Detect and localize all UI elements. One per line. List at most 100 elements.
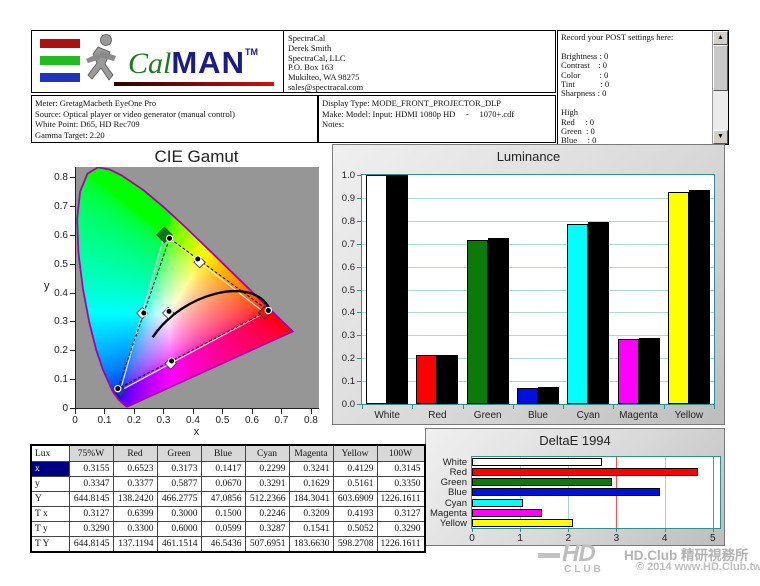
table-row-label-y[interactable]: Y <box>30 491 70 507</box>
table-cell[interactable]: 0.5052 <box>332 521 378 537</box>
gamut-y-tick-label: 0.2 <box>54 345 68 357</box>
brand-cal: Cal <box>128 47 172 80</box>
gamut-y-tick <box>70 321 75 323</box>
post-setting-line: Red : 0 <box>561 116 595 127</box>
deltae-x-tick-label: 4 <box>661 533 668 544</box>
table-cell[interactable]: 0.1541 <box>288 521 334 537</box>
table-cell[interactable]: 0.3209 <box>288 506 334 522</box>
table-col-header-lux[interactable]: Lux <box>30 444 70 462</box>
table-cell[interactable]: 47.0856 <box>200 491 246 507</box>
luminance-category-label: Blue <box>527 410 548 421</box>
table-cell[interactable]: 0.3287 <box>244 521 290 537</box>
watermark-rule <box>538 553 560 558</box>
table-cell[interactable]: 0.3290 <box>68 521 114 537</box>
post-setting-line: Blue : 0 <box>561 135 597 146</box>
table-cell[interactable]: 0.2246 <box>244 506 290 522</box>
table-cell[interactable]: 598.2708 <box>332 536 378 553</box>
table-cell[interactable]: 0.3347 <box>68 476 114 492</box>
table-col-header-red[interactable]: Red <box>112 444 158 462</box>
table-cell[interactable]: 0.0599 <box>200 521 246 537</box>
table-col-header-blue[interactable]: Blue <box>200 444 246 462</box>
luminance-target-bar-blue <box>538 387 559 404</box>
gamut-x-tick <box>133 409 135 414</box>
table-col-header-green[interactable]: Green <box>156 444 202 462</box>
post-settings-text: Record your POST settings here: Brightne… <box>561 32 709 146</box>
table-cell[interactable]: 0.1417 <box>200 461 246 477</box>
table-cell[interactable]: 644.8145 <box>68 491 114 507</box>
table-cell[interactable]: 0.1500 <box>200 506 246 522</box>
measured-point-red <box>264 306 273 315</box>
table-col-header-cyan[interactable]: Cyan <box>244 444 290 462</box>
table-cell[interactable]: 0.1629 <box>288 476 334 492</box>
table-cell[interactable]: 138.2420 <box>112 491 158 507</box>
table-cell[interactable]: 0.4193 <box>332 506 378 522</box>
table-cell[interactable]: 0.3350 <box>376 476 426 492</box>
table-row-tx: T x 0.3127 0.6399 0.3000 0.1500 0.2246 0.3209 0… <box>30 506 426 522</box>
table-cell[interactable]: 0.3127 <box>376 506 426 522</box>
display-info-text: Display Type: MODE_FRONT_PROJECTOR_DLP Ma… <box>322 98 514 130</box>
table-cell[interactable]: 46.5436 <box>200 536 246 553</box>
table-cell[interactable]: 603.6909 <box>332 491 378 507</box>
luminance-target-bar-green <box>487 238 509 404</box>
luminance-measured-bar-cyan <box>567 224 589 404</box>
table-cell[interactable]: 0.3173 <box>156 461 202 477</box>
table-cell[interactable]: 1226.1611 <box>376 536 426 553</box>
gamut-x-tick-label: 0.5 <box>215 415 230 426</box>
deltae-title: DeltaE 1994 <box>539 433 611 448</box>
table-cell[interactable]: 183.6630 <box>288 536 334 553</box>
table-col-header-100w[interactable]: 100W <box>376 444 426 462</box>
table-cell[interactable]: 0.4129 <box>332 461 378 477</box>
table-cell[interactable]: 0.3377 <box>112 476 158 492</box>
table-cell[interactable]: 0.3291 <box>244 476 290 492</box>
measured-point-yellow <box>194 255 202 263</box>
cie-gamut-chart: CIE Gamut y x 0 0.1 0.2 0.3 0.4 0.5 0.6 0.7 0.8 0… <box>30 147 326 442</box>
deltae-x-tick-label: 1 <box>517 533 523 544</box>
luminance-measured-bar-green <box>466 240 488 404</box>
table-cell[interactable]: 0.3241 <box>288 461 334 477</box>
table-row-label-x[interactable]: x <box>30 461 70 477</box>
hdclub-watermark: HD CLUB HD.Club 精研視務所 © 2014 www.HD.Club… <box>538 540 760 584</box>
table-cell[interactable]: 0.3127 <box>68 506 114 522</box>
table-row-label-tx[interactable]: T x <box>30 506 70 522</box>
table-cell[interactable]: 137.1194 <box>112 536 158 553</box>
luminance-y-tick-label: 0.1 <box>341 376 355 388</box>
table-row-label-ty[interactable]: T Y <box>30 536 70 553</box>
table-cell[interactable]: 644.8145 <box>68 536 114 553</box>
table-cell[interactable]: 0.5161 <box>332 476 378 492</box>
table-cell[interactable]: 0.3155 <box>68 461 114 477</box>
table-cell[interactable]: 0.3300 <box>112 521 158 537</box>
table-cell[interactable]: 184.3041 <box>288 491 334 507</box>
table-cell[interactable]: 0.3290 <box>376 521 426 537</box>
luminance-target-bar-white <box>387 175 409 404</box>
gamut-y-tick-label: 0.6 <box>54 229 68 241</box>
gamut-y-axis-label: y <box>44 280 50 292</box>
table-cell[interactable]: 466.2775 <box>156 491 202 507</box>
table-row-label-ty[interactable]: T y <box>30 521 70 537</box>
table-cell[interactable]: 512.2366 <box>244 491 290 507</box>
luminance-axis-tick <box>462 405 464 409</box>
deltae-gridline-5 <box>712 457 714 528</box>
table-cell[interactable]: 0.2299 <box>244 461 290 477</box>
table-col-header-75%w[interactable]: 75%W <box>68 444 114 462</box>
table-col-header-magenta[interactable]: Magenta <box>288 444 334 462</box>
table-cell[interactable]: 461.1514 <box>156 536 202 553</box>
scroll-up-button[interactable]: ▲ <box>713 31 728 45</box>
cie-gamut-title: CIE Gamut <box>154 147 239 166</box>
deltae-x-tick <box>664 529 666 532</box>
table-row-label-y[interactable]: y <box>30 476 70 492</box>
table-cell[interactable]: 0.5877 <box>156 476 202 492</box>
deltae-category-label: Blue <box>447 487 467 499</box>
scroll-down-button[interactable]: ▼ <box>713 130 728 144</box>
table-cell[interactable]: 0.0670 <box>200 476 246 492</box>
table-col-header-yellow[interactable]: Yellow <box>332 444 378 462</box>
table-cell[interactable]: 1226.1611 <box>376 491 426 507</box>
table-cell[interactable]: 0.6523 <box>112 461 158 477</box>
hdclub-logo: HD <box>562 540 596 567</box>
table-cell[interactable]: 0.3145 <box>376 461 426 477</box>
table-cell[interactable]: 0.3000 <box>156 506 202 522</box>
table-cell[interactable]: 507.6951 <box>244 536 290 553</box>
table-cell[interactable]: 0.6399 <box>112 506 158 522</box>
post-settings-scrollbar[interactable]: ▲ ▼ <box>712 31 728 144</box>
scrollbar-thumb[interactable] <box>713 45 728 91</box>
table-cell[interactable]: 0.6000 <box>156 521 202 537</box>
